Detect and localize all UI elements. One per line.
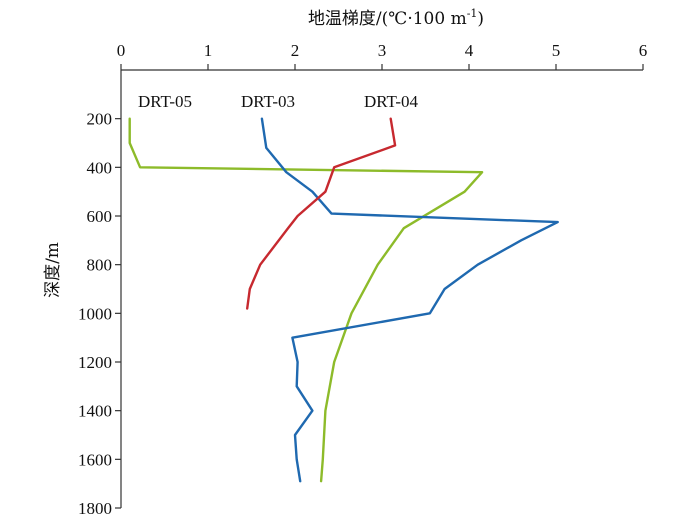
- y-ticks: 200 400 600 800 1000 1200 1400 1600 1800: [78, 110, 121, 518]
- x-axis-title-main: 地温梯度/(℃·100 m: [308, 9, 467, 29]
- x-ticks: 0 1 2 3 4 5 6: [117, 41, 648, 70]
- series-line-drt-05: [128, 117, 484, 483]
- y-tick-label: 200: [87, 110, 113, 129]
- y-tick-label: 1600: [78, 450, 112, 469]
- x-axis-title-end: ): [477, 9, 484, 29]
- x-tick-label: 4: [465, 41, 474, 60]
- x-tick-label: 0: [117, 41, 126, 60]
- x-axis-title: 地温梯度/(℃·100 m-1): [308, 7, 484, 29]
- y-tick-label: 1400: [78, 402, 112, 421]
- series-labels: DRT-05 DRT-03 DRT-04: [138, 92, 419, 111]
- x-axis-title-sup: -1: [467, 7, 478, 20]
- series-line-drt-03: [260, 117, 559, 483]
- y-tick-label: 1800: [78, 499, 112, 518]
- series-label-drt-05: DRT-05: [138, 92, 192, 111]
- series-label-drt-03: DRT-03: [241, 92, 295, 111]
- x-tick-label: 6: [639, 41, 648, 60]
- series-label-drt-04: DRT-04: [364, 92, 419, 111]
- x-tick-label: 1: [204, 41, 213, 60]
- y-tick-label: 1000: [78, 304, 112, 323]
- y-axis-title: 深度/m: [43, 242, 63, 298]
- y-tick-label: 400: [87, 158, 113, 177]
- y-tick-label: 600: [87, 207, 113, 226]
- y-tick-label: 800: [87, 256, 113, 275]
- y-tick-label: 1200: [78, 353, 112, 372]
- series-layer: [128, 117, 559, 483]
- x-tick-label: 3: [378, 41, 387, 60]
- series-line-drt-04: [245, 117, 397, 310]
- x-tick-label: 2: [291, 41, 300, 60]
- x-tick-label: 5: [552, 41, 561, 60]
